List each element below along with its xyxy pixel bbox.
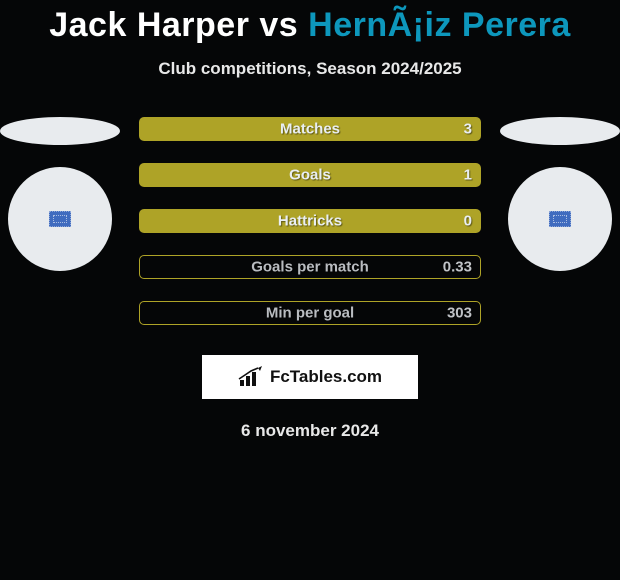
stat-label: Goals per match: [251, 259, 369, 276]
left-player-graphic: [0, 117, 120, 271]
stat-value: 0.33: [443, 259, 472, 276]
stat-bar: Matches 3: [139, 117, 481, 141]
vs-text: vs: [259, 6, 298, 44]
right-player-graphic: [500, 117, 620, 271]
player2-name: HernÃ¡iz Perera: [308, 6, 571, 44]
stat-bar: Goals 1: [139, 163, 481, 187]
logo-text: FcTables.com: [270, 367, 382, 387]
stat-bars: Matches 3 Goals 1 Hattricks 0 Goals per match 0…: [139, 117, 481, 325]
right-ellipse: [500, 117, 620, 145]
logo-chart-icon: [238, 366, 264, 388]
player1-name: Jack Harper: [49, 6, 249, 44]
stat-bar: Goals per match 0.33: [139, 255, 481, 279]
left-circle: [8, 167, 112, 271]
left-flag-icon: [49, 211, 71, 227]
right-circle: [508, 167, 612, 271]
stat-label: Min per goal: [266, 305, 354, 322]
logo-badge: FcTables.com: [202, 355, 418, 399]
date-text: 6 november 2024: [0, 421, 620, 441]
subtitle: Club competitions, Season 2024/2025: [0, 59, 620, 79]
stat-value: 3: [464, 121, 472, 138]
stat-bar: Min per goal 303: [139, 301, 481, 325]
stat-label: Hattricks: [278, 213, 342, 230]
stat-label: Goals: [289, 167, 331, 184]
right-flag-icon: [549, 211, 571, 227]
stat-label: Matches: [280, 121, 340, 138]
page-title: Jack Harper vs HernÃ¡iz Perera: [0, 0, 620, 45]
content-area: Matches 3 Goals 1 Hattricks 0 Goals per match 0…: [0, 117, 620, 325]
stat-bar: Hattricks 0: [139, 209, 481, 233]
stat-value: 1: [464, 167, 472, 184]
left-ellipse: [0, 117, 120, 145]
stat-value: 303: [447, 305, 472, 322]
stat-value: 0: [464, 213, 472, 230]
